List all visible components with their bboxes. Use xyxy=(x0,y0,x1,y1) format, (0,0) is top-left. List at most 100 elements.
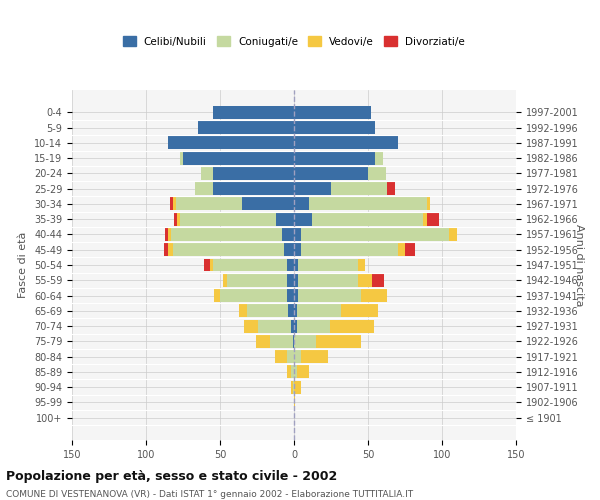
Bar xyxy=(294,136,398,149)
Bar xyxy=(294,289,298,302)
Bar xyxy=(294,304,297,318)
Bar xyxy=(287,350,294,363)
Bar xyxy=(284,244,294,256)
Bar xyxy=(301,244,398,256)
Bar xyxy=(294,121,376,134)
Bar xyxy=(298,274,358,286)
Bar xyxy=(287,258,294,272)
Bar xyxy=(287,274,294,286)
Bar xyxy=(294,152,376,164)
Bar xyxy=(171,228,282,241)
Bar xyxy=(312,212,423,226)
Bar xyxy=(376,152,383,164)
Bar xyxy=(297,304,341,318)
Bar xyxy=(449,228,457,241)
Bar xyxy=(173,244,284,256)
Bar xyxy=(212,167,294,180)
Bar xyxy=(180,152,183,164)
Bar xyxy=(173,198,176,210)
Bar xyxy=(387,182,395,195)
Bar xyxy=(294,258,298,272)
Bar xyxy=(168,228,171,241)
Bar xyxy=(287,366,291,378)
Bar xyxy=(294,366,297,378)
Bar xyxy=(294,380,301,394)
Bar xyxy=(293,380,294,394)
Bar xyxy=(282,228,294,241)
Bar xyxy=(170,198,173,210)
Bar xyxy=(294,244,301,256)
Legend: Celibi/Nubili, Coniugati/e, Vedovi/e, Divorziati/e: Celibi/Nubili, Coniugati/e, Vedovi/e, Di… xyxy=(119,32,469,51)
Bar xyxy=(294,106,371,119)
Bar xyxy=(256,335,271,348)
Bar xyxy=(294,198,309,210)
Bar xyxy=(294,274,298,286)
Bar xyxy=(271,335,293,348)
Text: COMUNE DI VESTENANOVA (VR) - Dati ISTAT 1° gennaio 2002 - Elaborazione TUTTITALI: COMUNE DI VESTENANOVA (VR) - Dati ISTAT … xyxy=(6,490,413,499)
Bar xyxy=(291,380,293,394)
Bar xyxy=(204,258,209,272)
Bar xyxy=(331,182,387,195)
Bar xyxy=(288,304,294,318)
Bar xyxy=(242,198,294,210)
Bar xyxy=(294,167,368,180)
Bar xyxy=(176,198,242,210)
Bar xyxy=(227,274,287,286)
Bar xyxy=(244,320,259,332)
Bar xyxy=(427,212,439,226)
Bar xyxy=(373,274,384,286)
Y-axis label: Anni di nascita: Anni di nascita xyxy=(574,224,584,306)
Bar xyxy=(168,136,294,149)
Bar xyxy=(297,320,329,332)
Bar xyxy=(259,320,291,332)
Bar xyxy=(297,366,309,378)
Bar xyxy=(209,258,212,272)
Bar xyxy=(341,304,379,318)
Bar xyxy=(294,182,331,195)
Bar xyxy=(212,182,294,195)
Bar xyxy=(212,106,294,119)
Bar xyxy=(287,289,294,302)
Bar xyxy=(164,244,168,256)
Bar xyxy=(294,212,312,226)
Bar xyxy=(275,350,287,363)
Bar xyxy=(220,289,287,302)
Bar xyxy=(398,244,405,256)
Bar xyxy=(174,212,177,226)
Bar xyxy=(291,366,294,378)
Bar xyxy=(294,335,316,348)
Bar xyxy=(223,274,227,286)
Bar xyxy=(294,350,301,363)
Bar xyxy=(301,350,328,363)
Bar xyxy=(294,396,295,409)
Bar xyxy=(212,258,287,272)
Bar xyxy=(183,152,294,164)
Bar xyxy=(329,320,374,332)
Bar xyxy=(358,274,373,286)
Bar xyxy=(294,228,301,241)
Bar xyxy=(301,228,449,241)
Bar xyxy=(165,228,168,241)
Bar xyxy=(291,320,294,332)
Bar xyxy=(368,167,386,180)
Bar xyxy=(294,320,297,332)
Bar xyxy=(239,304,247,318)
Bar xyxy=(177,212,180,226)
Bar xyxy=(198,121,294,134)
Bar xyxy=(309,198,427,210)
Bar xyxy=(201,167,212,180)
Bar xyxy=(423,212,427,226)
Bar xyxy=(361,289,387,302)
Text: Popolazione per età, sesso e stato civile - 2002: Popolazione per età, sesso e stato civil… xyxy=(6,470,337,483)
Bar xyxy=(195,182,212,195)
Bar xyxy=(276,212,294,226)
Y-axis label: Fasce di età: Fasce di età xyxy=(19,232,28,298)
Bar xyxy=(405,244,415,256)
Bar xyxy=(298,289,361,302)
Bar xyxy=(180,212,276,226)
Bar xyxy=(168,244,173,256)
Bar xyxy=(247,304,288,318)
Bar xyxy=(214,289,220,302)
Bar xyxy=(316,335,361,348)
Bar xyxy=(427,198,430,210)
